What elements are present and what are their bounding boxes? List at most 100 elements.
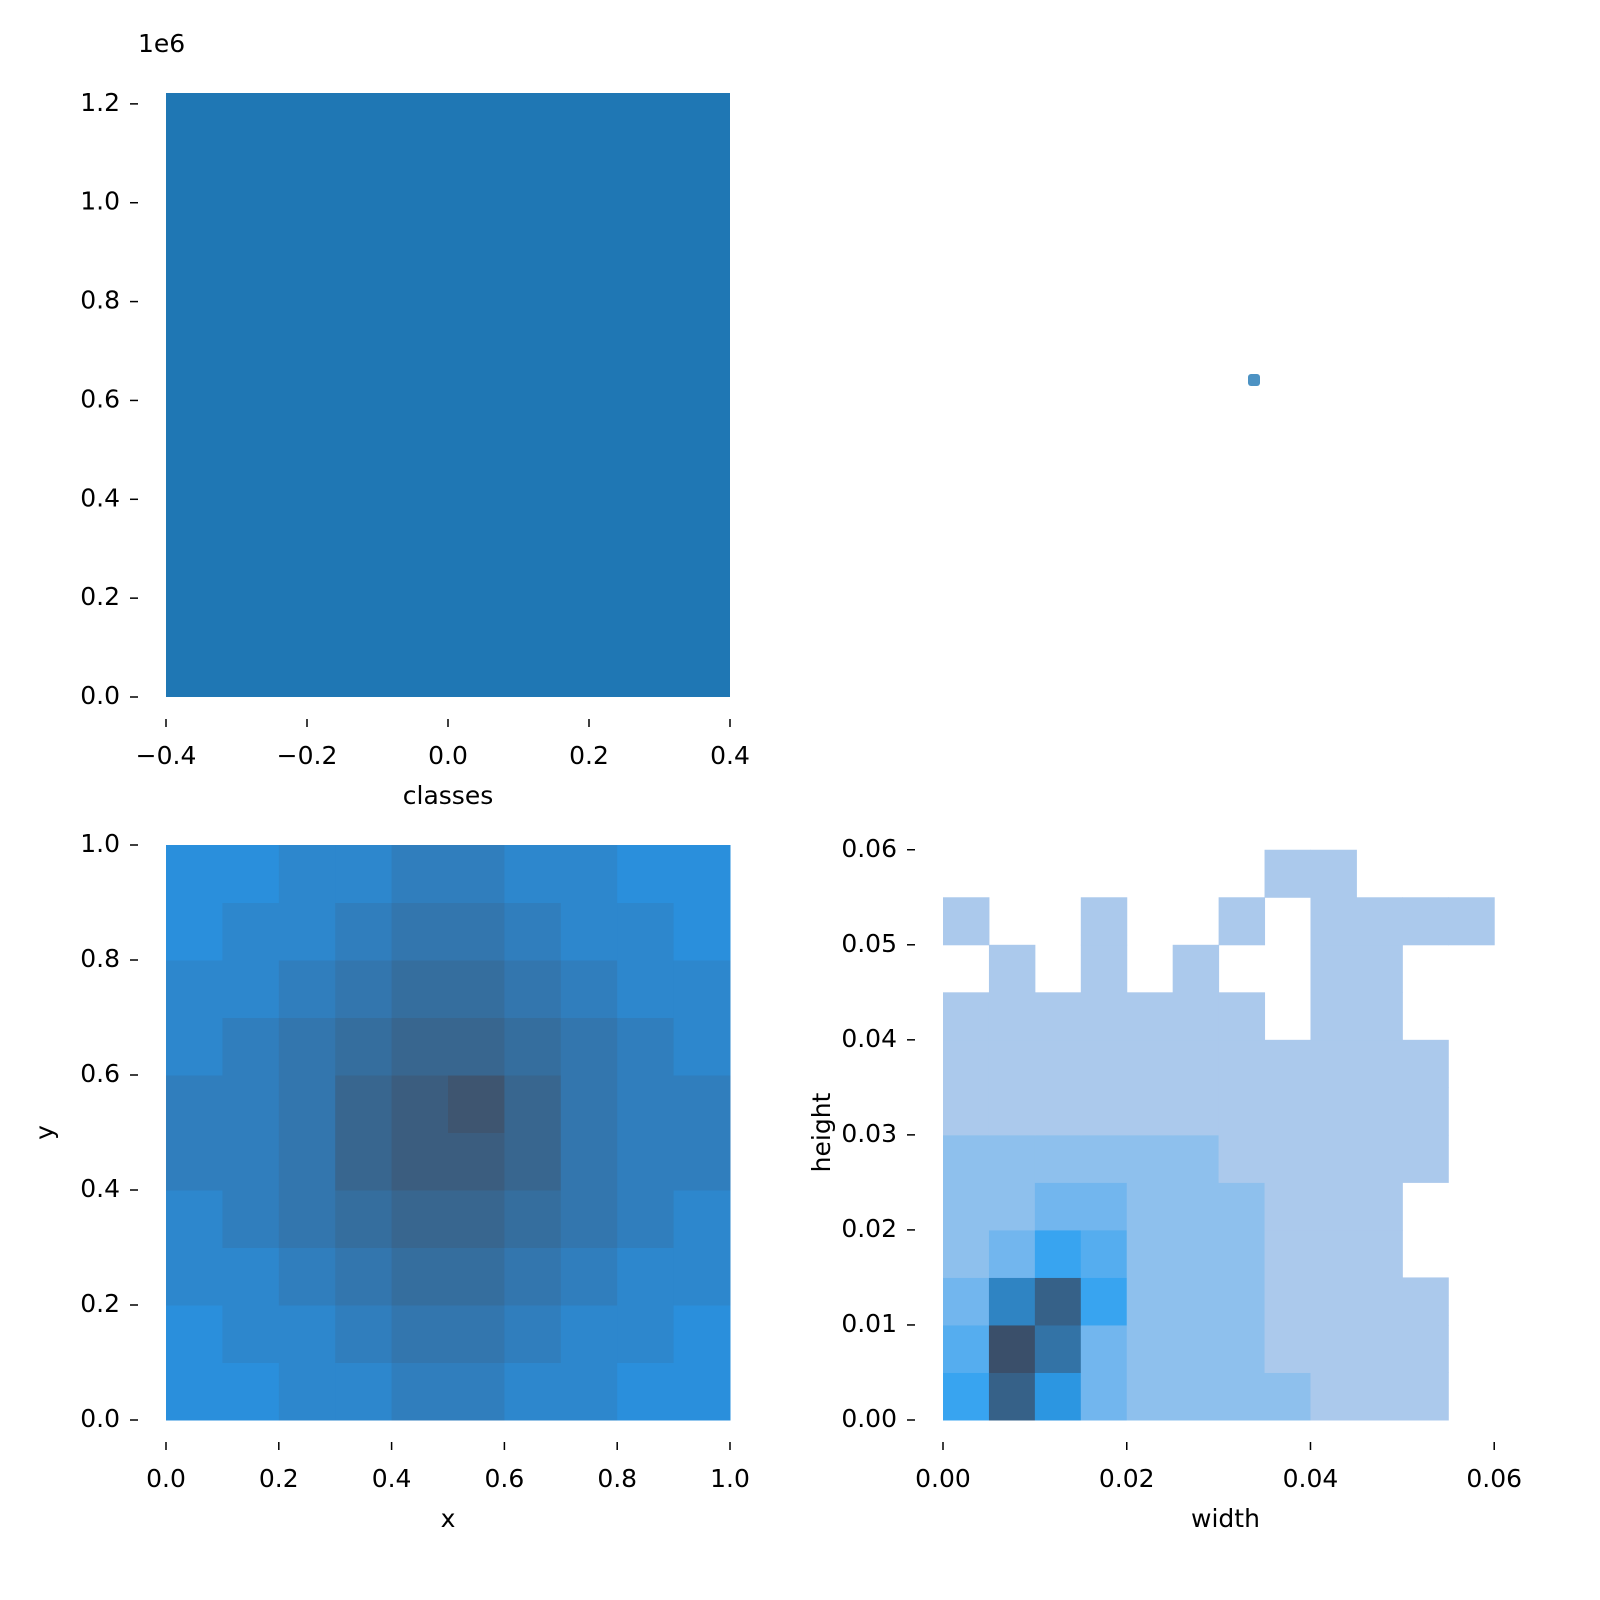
bar (166, 93, 730, 697)
heatmap-cell (1310, 1372, 1357, 1421)
heatmap-cell (617, 1132, 675, 1191)
heatmap-cell (1172, 1229, 1220, 1278)
x-axis-label: classes (403, 781, 493, 810)
heatmap-cell (1265, 945, 1311, 993)
y-tick-label: 0.0 (80, 681, 120, 710)
heatmap-cell (1080, 1372, 1128, 1421)
heatmap-cell (1172, 1277, 1220, 1326)
x-tick-label: 0.6 (485, 1464, 525, 1493)
heatmap-cell (1218, 1277, 1266, 1326)
heatmap-cell (504, 1190, 562, 1248)
heatmap-cell (391, 960, 449, 1018)
heatmap-cell (1356, 1372, 1403, 1421)
heatmap-cell (448, 1190, 505, 1248)
heatmap-cell (1034, 1324, 1082, 1373)
heatmap-cell (391, 1075, 449, 1133)
heatmap-cell (943, 1182, 990, 1231)
x-tick-label: 0.4 (710, 741, 750, 770)
heatmap-cell (560, 902, 618, 961)
heatmap-cell (988, 1277, 1036, 1326)
heatmap-cell (989, 897, 1035, 945)
heatmap-cell (1080, 1134, 1128, 1183)
heatmap-cell (278, 1132, 336, 1191)
heatmap-cell (1034, 1039, 1082, 1088)
heatmap-cell (673, 1075, 731, 1133)
heatmap-cell (1219, 945, 1265, 993)
x-tick-label: 1.0 (710, 1464, 750, 1493)
heatmap-cell (943, 1277, 990, 1326)
heatmap-cell (1402, 1324, 1449, 1373)
heatmap-cell (1127, 850, 1173, 898)
heatmap-cell (391, 1247, 449, 1306)
heatmap-cell (943, 897, 990, 946)
heatmap-cell (988, 1372, 1036, 1421)
heatmap-cell (617, 1190, 675, 1248)
heatmap-cell (1402, 1039, 1449, 1088)
heatmap-cell (673, 1190, 731, 1248)
y-tick-label: 0.04 (841, 1024, 897, 1053)
heatmap-cell (673, 1362, 731, 1421)
heatmap-cell (222, 845, 280, 903)
heatmap-cell (560, 1017, 618, 1076)
heatmap-cell (617, 1017, 675, 1076)
x-tick-label: 0.06 (1466, 1464, 1522, 1493)
axis-offset-label: 1e6 (138, 29, 185, 58)
heatmap-cell (1081, 850, 1127, 898)
heatmap-cell (1448, 1182, 1494, 1230)
heatmap-cell (335, 845, 393, 903)
heatmap-cell (1034, 1134, 1082, 1183)
heatmap-cell (1448, 1135, 1494, 1183)
heatmap-cell (222, 1247, 280, 1306)
heatmap-cell (278, 1190, 336, 1248)
heatmap-cell (1402, 1087, 1449, 1136)
x-tick-label: 0.2 (569, 741, 609, 770)
heatmap-cell (1218, 1039, 1266, 1088)
heatmap-cell (1035, 897, 1081, 945)
heatmap-cell (560, 1362, 618, 1421)
x-tick-label: 0.4 (372, 1464, 412, 1493)
heatmap-cell (448, 1017, 505, 1076)
y-tick-label: 0.2 (80, 1289, 120, 1318)
heatmap-cell (1356, 850, 1402, 898)
heatmap-cell (1356, 1229, 1403, 1278)
heatmap-cell (1402, 1372, 1449, 1421)
heatmap-cell (166, 1305, 223, 1363)
heatmap-cell (1126, 1372, 1174, 1421)
heatmap-cell (166, 1075, 223, 1133)
heatmap-cell (1080, 897, 1128, 946)
heatmap-cell (988, 1324, 1036, 1373)
heatmap-cell (1356, 1039, 1403, 1088)
heatmap-cell (166, 1132, 223, 1191)
x-tick-label: −0.2 (277, 741, 338, 770)
heatmap-cell (1402, 1230, 1448, 1278)
heatmap-cell (278, 1362, 336, 1421)
heatmap-cell (1080, 1087, 1128, 1136)
heatmap-cell (1080, 1229, 1128, 1278)
heatmap-cell (1172, 1372, 1220, 1421)
heatmap-cell (1126, 992, 1174, 1041)
heatmap-cell (1402, 1277, 1449, 1326)
heatmap-cell (673, 1247, 731, 1306)
y-tick-label: 0.05 (841, 929, 897, 958)
heatmap-cell (448, 845, 505, 903)
heatmap-cell (1172, 1134, 1220, 1183)
heatmap-cell (1127, 945, 1173, 993)
heatmap-cell (673, 1305, 731, 1363)
x-tick-label: −0.4 (136, 741, 197, 770)
heatmap-cell (988, 1182, 1036, 1231)
y-tick-label: 0.02 (841, 1214, 897, 1243)
heatmap-cell (1126, 1134, 1174, 1183)
heatmap-cell (1264, 1324, 1311, 1373)
heatmap-cell (448, 960, 505, 1018)
heatmap-cell (448, 1075, 505, 1133)
heatmap-cell (1448, 897, 1495, 946)
heatmap-cell (560, 960, 618, 1018)
x-tick-label: 0.04 (1283, 1464, 1339, 1493)
heatmap-cell (1448, 992, 1494, 1040)
heatmap-cell (1034, 1087, 1082, 1136)
heatmap-cell (617, 902, 675, 961)
heatmap-cell (1126, 1277, 1174, 1326)
heatmap-cell (1172, 992, 1220, 1041)
heatmap-cell (448, 1247, 505, 1306)
heatmap-cell (617, 845, 675, 903)
